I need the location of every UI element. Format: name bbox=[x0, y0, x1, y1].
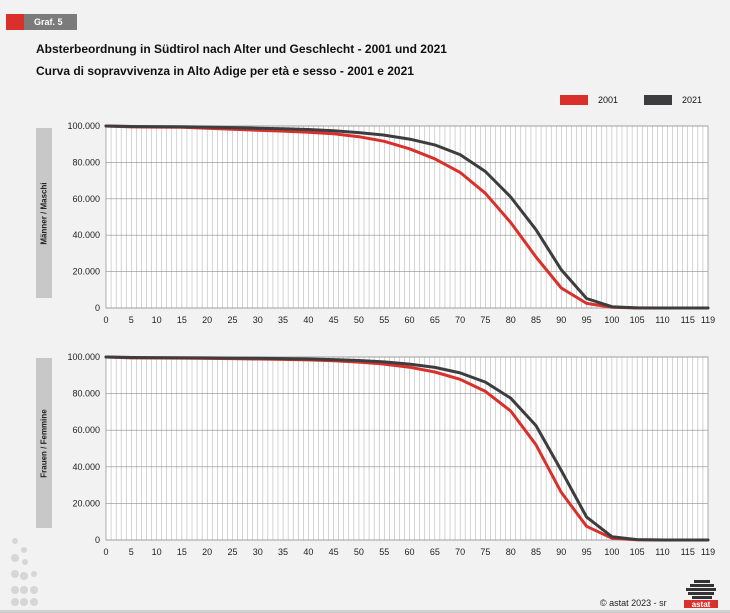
legend-item-2001: 2001 bbox=[560, 95, 618, 105]
plot-area bbox=[105, 356, 709, 541]
y-tick-label: 0 bbox=[95, 303, 100, 313]
y-tick-label: 0 bbox=[95, 535, 100, 545]
x-tick-label: 55 bbox=[379, 547, 389, 557]
x-tick-label: 90 bbox=[556, 547, 566, 557]
series-line-2021 bbox=[104, 355, 710, 542]
x-tick-label: 10 bbox=[152, 547, 162, 557]
legend-item-2021: 2021 bbox=[644, 95, 702, 105]
decorative-dots bbox=[11, 538, 38, 606]
x-tick-label: 65 bbox=[430, 547, 440, 557]
graph-badge: Graf. 5 bbox=[6, 14, 77, 30]
chart-title-de: Absterbeordnung in Südtirol nach Alter u… bbox=[36, 42, 447, 56]
legend-swatch-2001 bbox=[560, 95, 588, 105]
x-tick-label: 80 bbox=[506, 315, 516, 325]
legend-label-2021: 2021 bbox=[682, 95, 703, 105]
x-tick-label: 35 bbox=[278, 547, 288, 557]
x-tick-label: 90 bbox=[556, 315, 566, 325]
y-tick-label: 20.000 bbox=[72, 267, 100, 277]
x-tick-label: 5 bbox=[129, 547, 134, 557]
series-line-2021 bbox=[104, 124, 710, 310]
y-tick-label: 60.000 bbox=[72, 194, 100, 204]
x-tick-label: 50 bbox=[354, 315, 364, 325]
x-tick-label: 85 bbox=[531, 547, 541, 557]
x-tick-label: 25 bbox=[227, 315, 237, 325]
x-tick-label: 45 bbox=[329, 547, 339, 557]
legend-label-2001: 2001 bbox=[598, 95, 619, 105]
x-tick-label: 95 bbox=[582, 315, 592, 325]
x-tick-label: 70 bbox=[455, 315, 465, 325]
x-tick-label: 5 bbox=[129, 315, 134, 325]
x-tick-label: 60 bbox=[405, 547, 415, 557]
x-tick-label: 0 bbox=[103, 547, 108, 557]
logo-text: astat bbox=[692, 600, 711, 608]
x-tick-label: 30 bbox=[253, 315, 263, 325]
y-tick-label: 100.000 bbox=[67, 352, 100, 362]
y-tick-label: 40.000 bbox=[72, 462, 100, 472]
chart-panel-male: 0 20.000 40.000 60.000 80.000 100.000 0 5 10 15 20… bbox=[67, 121, 715, 325]
x-tick-label: 105 bbox=[630, 547, 645, 557]
badge-label: Graf. 5 bbox=[24, 14, 77, 30]
x-tick-label: 119 bbox=[701, 547, 715, 557]
plot-area bbox=[105, 125, 709, 309]
side-label-female: Frauen / Femmine bbox=[36, 358, 52, 528]
x-tick-label: 80 bbox=[506, 547, 516, 557]
x-tick-label: 50 bbox=[354, 547, 364, 557]
x-tick-label: 40 bbox=[303, 547, 313, 557]
x-tick-label: 105 bbox=[630, 315, 645, 325]
x-tick-label: 115 bbox=[681, 315, 695, 325]
x-tick-label: 0 bbox=[103, 315, 108, 325]
x-tick-label: 75 bbox=[480, 315, 490, 325]
x-tick-label: 60 bbox=[405, 315, 415, 325]
y-tick-label: 100.000 bbox=[67, 121, 100, 131]
x-tick-label: 20 bbox=[202, 315, 212, 325]
x-tick-label: 20 bbox=[202, 547, 212, 557]
y-tick-label: 20.000 bbox=[72, 498, 100, 508]
x-tick-label: 75 bbox=[480, 547, 490, 557]
chart-title-it: Curva di sopravvivenza in Alto Adige per… bbox=[36, 64, 414, 78]
x-tick-label: 100 bbox=[604, 547, 619, 557]
x-tick-label: 115 bbox=[681, 547, 695, 557]
x-tick-label: 40 bbox=[303, 315, 313, 325]
side-label-male: Männer / Maschi bbox=[36, 128, 52, 298]
y-tick-label: 80.000 bbox=[72, 157, 100, 167]
x-tick-label: 25 bbox=[227, 547, 237, 557]
copyright: © astat 2023 - sr bbox=[600, 598, 667, 608]
x-tick-label: 55 bbox=[379, 315, 389, 325]
y-tick-label: 60.000 bbox=[72, 425, 100, 435]
chart-panel-female: 0 20.000 40.000 60.000 80.000 100.000 0 5 10 15 20… bbox=[67, 352, 715, 557]
y-tick-label: 80.000 bbox=[72, 389, 100, 399]
x-tick-label: 95 bbox=[582, 547, 592, 557]
x-tick-label: 35 bbox=[278, 315, 288, 325]
x-tick-label: 100 bbox=[604, 315, 619, 325]
x-tick-label: 119 bbox=[701, 315, 715, 325]
y-tick-label: 40.000 bbox=[72, 230, 100, 240]
bottom-bar bbox=[0, 610, 730, 613]
astat-logo-icon: astat bbox=[684, 580, 718, 608]
legend: 2001 2021 bbox=[560, 95, 702, 105]
badge-accent bbox=[6, 14, 24, 30]
x-tick-label: 30 bbox=[253, 547, 263, 557]
x-tick-label: 10 bbox=[152, 315, 162, 325]
x-tick-label: 65 bbox=[430, 315, 440, 325]
x-tick-label: 110 bbox=[655, 547, 669, 557]
legend-swatch-2021 bbox=[644, 95, 673, 105]
x-tick-label: 15 bbox=[177, 315, 187, 325]
x-tick-label: 15 bbox=[177, 547, 187, 557]
x-tick-label: 70 bbox=[455, 547, 465, 557]
x-tick-label: 110 bbox=[655, 315, 669, 325]
x-tick-label: 45 bbox=[329, 315, 339, 325]
x-tick-label: 85 bbox=[531, 315, 541, 325]
